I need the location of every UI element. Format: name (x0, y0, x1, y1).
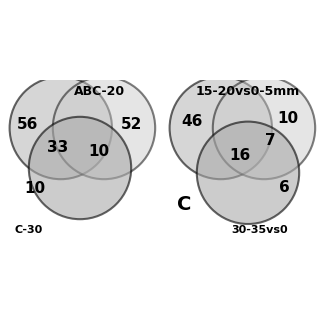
Text: 6: 6 (279, 180, 290, 195)
Circle shape (213, 77, 315, 179)
Text: C: C (177, 195, 191, 214)
Text: 10: 10 (25, 181, 46, 196)
Text: 10: 10 (89, 145, 110, 159)
Text: 30-35vs0: 30-35vs0 (231, 225, 287, 235)
Text: 33: 33 (47, 140, 68, 155)
Circle shape (197, 122, 299, 224)
Circle shape (53, 77, 155, 179)
Text: 15-20vs0-5mm: 15-20vs0-5mm (196, 85, 300, 98)
Text: 46: 46 (181, 114, 203, 129)
Text: ABC-20: ABC-20 (74, 85, 125, 98)
Text: C-30: C-30 (15, 225, 43, 235)
Circle shape (29, 117, 131, 219)
Text: 10: 10 (277, 111, 299, 126)
Text: 7: 7 (265, 133, 276, 148)
Circle shape (10, 77, 112, 179)
Circle shape (170, 77, 272, 179)
Text: 16: 16 (229, 148, 251, 163)
Text: 52: 52 (121, 117, 142, 132)
Text: 56: 56 (17, 117, 38, 132)
